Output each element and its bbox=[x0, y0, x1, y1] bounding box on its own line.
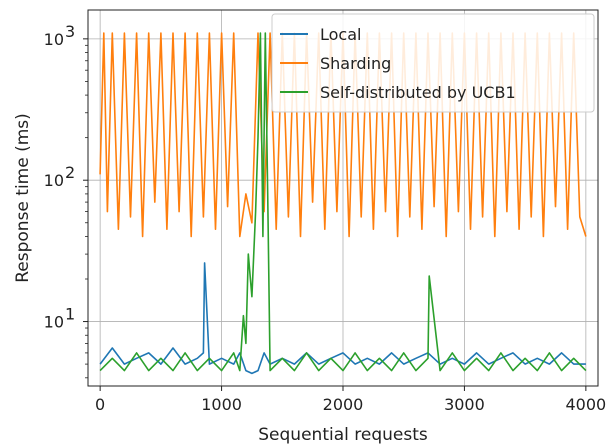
legend-entry-3: Self-distributed by UCB1 bbox=[320, 83, 516, 102]
y-tick-exponent: 3 bbox=[65, 22, 75, 41]
y-tick-exponent: 2 bbox=[65, 163, 75, 182]
y-tick-label: 10 bbox=[44, 313, 64, 332]
x-tick-label: 1000 bbox=[201, 395, 242, 414]
y-tick-exponent: 1 bbox=[65, 305, 75, 324]
x-tick-label: 0 bbox=[95, 395, 105, 414]
y-tick-label: 10 bbox=[44, 30, 64, 49]
legend: Local Sharding Self-distributed by UCB1 bbox=[271, 13, 595, 113]
x-tick-label: 4000 bbox=[565, 395, 606, 414]
series-line-2 bbox=[99, 32, 587, 238]
series-line-3 bbox=[99, 32, 587, 372]
legend-entry-1: Local bbox=[320, 25, 361, 44]
y-axis-label: Response time (ms) bbox=[13, 113, 33, 283]
y-tick-label: 10 bbox=[44, 171, 64, 190]
x-tick-label: 2000 bbox=[323, 395, 364, 414]
legend-box bbox=[271, 13, 595, 113]
legend-entry-2: Sharding bbox=[320, 54, 391, 73]
x-tick-label: 3000 bbox=[444, 395, 485, 414]
x-axis-label: Sequential requests bbox=[258, 425, 428, 445]
series-layer bbox=[99, 32, 587, 375]
